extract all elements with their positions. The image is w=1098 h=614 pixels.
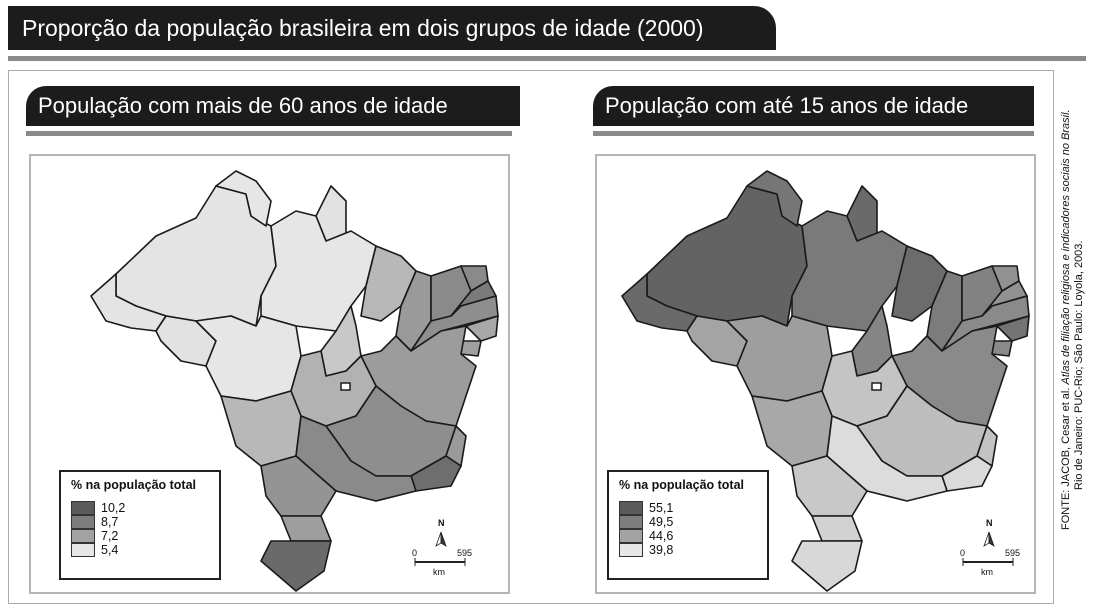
scale-unit: km — [433, 567, 445, 577]
legend-label-3: 44,6 — [649, 529, 674, 543]
state-region-roraima — [746, 170, 803, 227]
figure-frame — [8, 70, 1054, 604]
state-region-sc — [280, 515, 332, 542]
legend-swatch-1 — [619, 501, 643, 515]
state-region-sp — [295, 415, 417, 502]
legend-elderly: % na população total 10,2 8,7 7,2 5,4 — [59, 470, 221, 580]
legend-youth: % na população total 55,1 49,5 44,6 39,8 — [607, 470, 769, 580]
state-region-rs — [260, 540, 332, 592]
state-region-sp — [826, 415, 948, 502]
legend-swatch-2 — [71, 515, 95, 529]
state-region-rs — [791, 540, 863, 592]
state-region-para — [791, 210, 908, 332]
legend-swatch-4 — [71, 543, 95, 557]
scale-max: 595 — [1005, 548, 1021, 558]
legend-swatch-3 — [619, 529, 643, 543]
legend-label-3: 7,2 — [101, 529, 119, 543]
state-region-alagoas — [465, 315, 499, 342]
state-region-sc — [811, 515, 863, 542]
state-region-sergipe — [460, 340, 482, 357]
legend-label-1: 10,2 — [101, 501, 126, 515]
scale-unit: km — [981, 567, 993, 577]
map-title-elderly: População com mais de 60 anos de idade — [26, 86, 520, 126]
source-citation: FONTE: JACOB, Cesar et al. Atlas de fili… — [1060, 109, 1086, 530]
legend-title: % na população total — [619, 478, 745, 492]
map-title-youth: População com até 15 anos de idade — [593, 86, 1034, 126]
page-title: Proporção da população brasileira em doi… — [22, 14, 704, 41]
north-label: N — [986, 518, 993, 528]
legend-label-4: 39,8 — [649, 543, 674, 557]
legend-label-1: 55,1 — [649, 501, 674, 515]
north-arrow-icon — [962, 531, 1014, 566]
north-arrow-icon — [414, 531, 466, 566]
north-label: N — [438, 518, 445, 528]
title-divider — [8, 56, 1086, 61]
scale-and-north-elderly: N 0 595 km — [411, 516, 481, 580]
brazil-map-elderly — [90, 170, 499, 592]
map-title-elderly-rule — [26, 131, 512, 136]
legend-label-2: 8,7 — [101, 515, 119, 529]
state-region-mato_grosso — [726, 315, 833, 402]
state-region-mato_grosso — [195, 315, 302, 402]
legend-label-2: 49,5 — [649, 515, 674, 529]
scale-max: 595 — [457, 548, 473, 558]
scale-min: 0 — [960, 548, 966, 558]
scale-and-north-youth: N 0 595 km — [959, 516, 1029, 580]
state-region-sergipe — [991, 340, 1013, 357]
state-region-ms — [751, 390, 833, 467]
source-publisher: Rio de Janeiro: PUC-Rio; São Paulo: Loyo… — [1073, 240, 1085, 490]
legend-label-4: 5,4 — [101, 543, 119, 557]
scale-min: 0 — [412, 548, 418, 558]
federal-district-marker — [340, 382, 351, 391]
state-region-para — [260, 210, 377, 332]
source-prefix: FONTE: JACOB, Cesar et al. — [1060, 384, 1072, 530]
legend-swatch-4 — [619, 543, 643, 557]
map-title-elderly-text: População com mais de 60 anos de idade — [38, 93, 448, 118]
state-region-alagoas — [996, 315, 1030, 342]
map-title-youth-text: População com até 15 anos de idade — [605, 93, 969, 118]
map-elderly: % na população total 10,2 8,7 7,2 5,4 N … — [29, 154, 510, 594]
source-title: Atlas de filiação religiosa e indicadore… — [1060, 109, 1072, 385]
legend-title: % na população total — [71, 478, 197, 492]
state-region-ms — [220, 390, 302, 467]
legend-swatch-3 — [71, 529, 95, 543]
legend-swatch-2 — [619, 515, 643, 529]
state-region-roraima — [215, 170, 272, 227]
map-title-youth-rule — [593, 131, 1034, 136]
brazil-map-youth — [621, 170, 1030, 592]
map-youth: % na população total 55,1 49,5 44,6 39,8… — [595, 154, 1036, 594]
federal-district-marker — [871, 382, 882, 391]
page-title-banner: Proporção da população brasileira em doi… — [8, 6, 776, 50]
legend-swatch-1 — [71, 501, 95, 515]
